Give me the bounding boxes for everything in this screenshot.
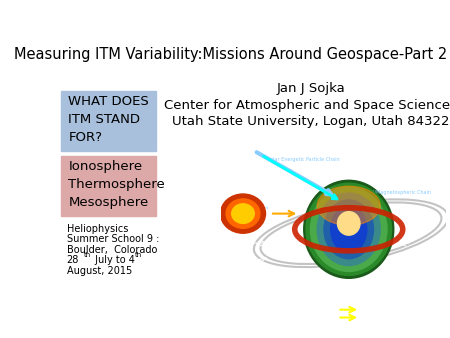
Text: Terrestrial Atmosphere ITM Processes: Terrestrial Atmosphere ITM Processes — [274, 140, 392, 145]
Ellipse shape — [331, 206, 367, 253]
Text: Heliophysics: Heliophysics — [67, 224, 128, 234]
Text: August, 2015: August, 2015 — [67, 266, 132, 276]
Text: July to 4: July to 4 — [92, 255, 135, 265]
Circle shape — [232, 204, 254, 223]
FancyBboxPatch shape — [62, 156, 156, 216]
FancyBboxPatch shape — [62, 91, 156, 151]
Text: Utah State University, Logan, Utah 84322: Utah State University, Logan, Utah 84322 — [172, 115, 450, 128]
Ellipse shape — [338, 212, 360, 235]
Text: WHAT DOES
ITM STAND
FOR?: WHAT DOES ITM STAND FOR? — [68, 95, 149, 144]
Circle shape — [226, 199, 260, 228]
Text: Center for Atmospheric and Space Sciences: Center for Atmospheric and Space Science… — [164, 99, 450, 112]
Text: Summer School 9 :: Summer School 9 : — [67, 235, 159, 244]
Text: Jan J Sojka: Jan J Sojka — [276, 82, 345, 95]
Ellipse shape — [306, 183, 392, 275]
Ellipse shape — [324, 200, 374, 259]
Text: th: th — [83, 252, 91, 258]
Circle shape — [220, 194, 266, 233]
Ellipse shape — [317, 193, 380, 266]
Ellipse shape — [317, 186, 380, 225]
Text: Ionosphere
Thermosphere
Mesosphere: Ionosphere Thermosphere Mesosphere — [68, 160, 165, 209]
Text: th: th — [135, 252, 142, 258]
Ellipse shape — [310, 187, 387, 271]
Text: Solar Wind/Magnetospheric Chain: Solar Wind/Magnetospheric Chain — [348, 190, 431, 195]
Text: Solar radiation Chain: Solar radiation Chain — [225, 206, 268, 210]
Text: 28: 28 — [67, 255, 79, 265]
Text: Measuring ITM Variability:Missions Around Geospace-Part 2: Measuring ITM Variability:Missions Aroun… — [14, 47, 447, 62]
Text: Boulder,  Colorado: Boulder, Colorado — [67, 245, 157, 255]
Text: Lower Atmospheric Chain: Lower Atmospheric Chain — [284, 313, 346, 318]
Text: Solar Energetic Particle Chain: Solar Energetic Particle Chain — [267, 157, 340, 162]
Ellipse shape — [304, 180, 394, 278]
